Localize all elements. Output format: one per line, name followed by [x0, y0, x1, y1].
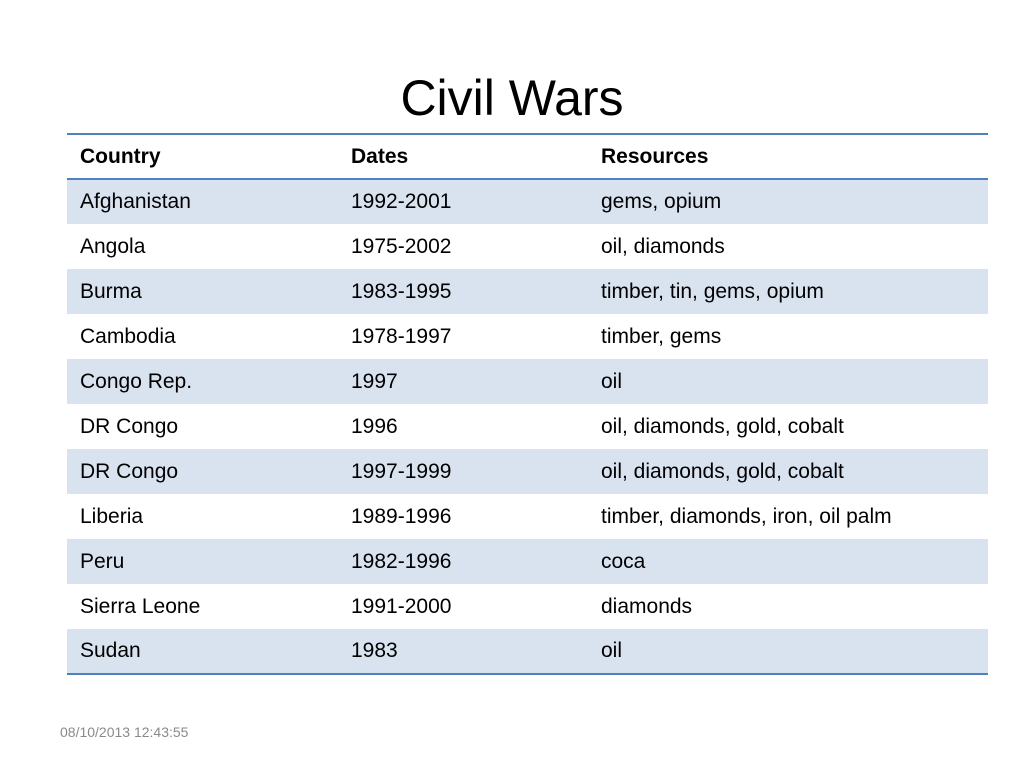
cell-resources: gems, opium [601, 190, 722, 213]
cell-dates: 1997 [351, 369, 398, 393]
cell-country: DR Congo [80, 459, 179, 483]
table-row: Angola 1975-2002 oil, diamonds [67, 224, 988, 269]
civil-wars-table-container: Country Dates Resources Afghanistan 1992… [67, 133, 988, 675]
slide-timestamp: 08/10/2013 12:43:55 [60, 724, 189, 740]
cell-country: Angola [80, 234, 146, 258]
cell-dates: 1982-1996 [351, 549, 452, 573]
cell-country: DR Congo [80, 414, 179, 438]
table-row: Peru 1982-1996 coca [67, 539, 988, 584]
header-dates: Dates [351, 144, 409, 168]
cell-dates: 1983-1995 [351, 279, 452, 303]
cell-resources: diamonds [601, 594, 693, 618]
table-row: Cambodia 1978-1997 timber, gems [67, 314, 988, 359]
cell-resources: oil, diamonds [601, 234, 725, 258]
cell-resources: oil [601, 369, 623, 393]
slide-title: Civil Wars [400, 70, 624, 126]
cell-dates: 1978-1997 [351, 324, 452, 348]
table-row: DR Congo 1996 oil, diamonds, gold, cobal… [67, 404, 988, 449]
table-row: Burma 1983-1995 timber, tin, gems, opium [67, 269, 988, 314]
cell-country: Liberia [80, 504, 144, 528]
cell-resources: timber, tin, gems, opium [601, 279, 824, 303]
table-row: Afghanistan 1992-2001 gems, opium [67, 179, 988, 224]
civil-wars-table: Country Dates Resources Afghanistan 1992… [67, 133, 988, 675]
cell-country: Sudan [80, 639, 141, 662]
cell-resources: oil, diamonds, gold, cobalt [601, 459, 844, 483]
cell-country: Burma [80, 279, 142, 303]
header-country: Country [80, 144, 161, 168]
cell-dates: 1983 [351, 639, 398, 662]
cell-country: Sierra Leone [80, 594, 201, 618]
table-row: Liberia 1989-1996 timber, diamonds, iron… [67, 494, 988, 539]
cell-dates: 1992-2001 [351, 190, 452, 213]
cell-dates: 1996 [351, 414, 398, 438]
cell-country: Afghanistan [80, 190, 191, 213]
cell-resources: oil, diamonds, gold, cobalt [601, 414, 844, 438]
table-row: Congo Rep. 1997 oil [67, 359, 988, 404]
table-row: DR Congo 1997-1999 oil, diamonds, gold, … [67, 449, 988, 494]
cell-dates: 1997-1999 [351, 459, 452, 483]
table-body: Afghanistan 1992-2001 gems, opium Angola… [67, 179, 988, 674]
cell-country: Peru [80, 549, 125, 573]
cell-dates: 1975-2002 [351, 234, 452, 258]
table-row: Sudan 1983 oil [67, 629, 988, 674]
cell-dates: 1991-2000 [351, 594, 452, 618]
cell-country: Congo Rep. [80, 369, 193, 393]
table-row: Sierra Leone 1991-2000 diamonds [67, 584, 988, 629]
cell-resources: coca [601, 549, 646, 573]
header-resources: Resources [601, 144, 709, 168]
cell-resources: timber, gems [601, 324, 722, 348]
cell-resources: timber, diamonds, iron, oil palm [601, 504, 892, 528]
cell-resources: oil [601, 639, 623, 662]
table-header-row: Country Dates Resources [67, 134, 988, 179]
cell-dates: 1989-1996 [351, 504, 452, 528]
cell-country: Cambodia [80, 324, 176, 348]
table-header: Country Dates Resources [67, 134, 988, 179]
